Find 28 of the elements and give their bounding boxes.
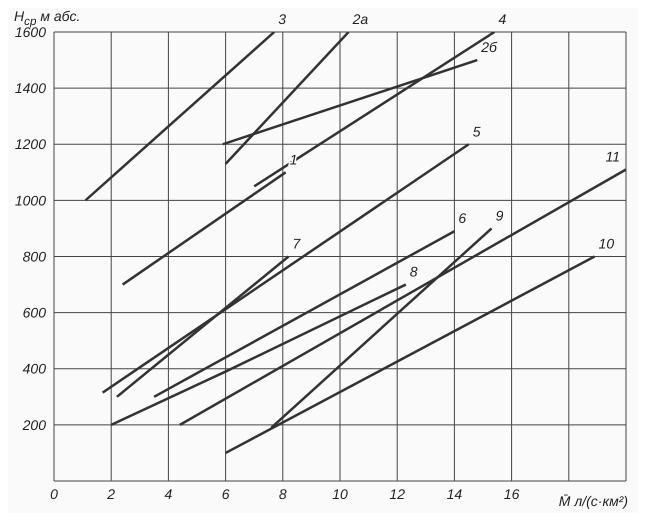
y-tick-label: 600 (22, 304, 46, 321)
series-label: 2а (352, 11, 368, 27)
x-tick-label: 12 (389, 486, 406, 502)
series-label: 5 (472, 123, 481, 140)
series-label: 3 (278, 11, 286, 27)
series-label: 11 (605, 148, 620, 165)
series-label: 10 (598, 236, 614, 252)
series-label: 7 (292, 236, 302, 252)
x-tick-label: 16 (504, 486, 520, 502)
x-tick-label: 14 (446, 486, 462, 502)
x-tick-label: 8 (278, 486, 287, 502)
series-label: 6 (458, 210, 466, 226)
y-tick-label: 1200 (14, 136, 46, 152)
y-tick-label: 1400 (14, 80, 46, 96)
x-tick-label: 0 (50, 486, 58, 502)
series-label: 4 (498, 11, 506, 27)
x-tick-label: 10 (332, 486, 348, 502)
x-tick-label: 6 (222, 486, 230, 502)
y-tick-label: 1000 (14, 192, 46, 208)
y-tick-label: 200 (22, 416, 46, 433)
y-tick-label: 800 (22, 248, 46, 264)
series-label: 9 (496, 207, 504, 224)
x-tick-label: 4 (164, 486, 172, 502)
x-axis-title: M̄ л/(с·км²) (558, 493, 628, 509)
series-label: 8 (410, 264, 418, 280)
y-tick-label: 400 (22, 360, 46, 377)
x-tick-label: 2 (106, 486, 116, 502)
series-label: 2б (480, 39, 498, 56)
